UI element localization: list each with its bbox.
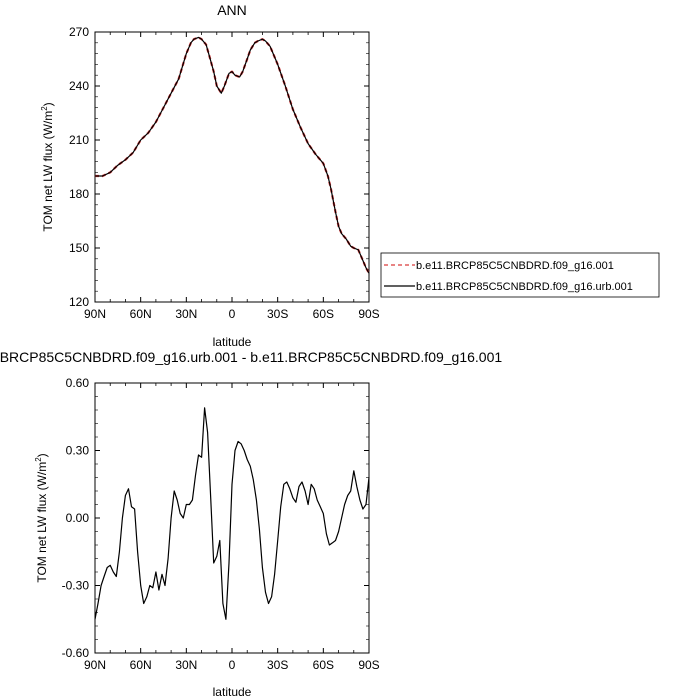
x-tick-label: 60N [130, 307, 152, 321]
x-tick-label: 0 [229, 658, 236, 672]
y-tick-label: 120 [69, 295, 89, 309]
x-tick-label: 90S [358, 658, 379, 672]
y-tick-label: -0.60 [62, 646, 90, 660]
x-tick-label: 60S [313, 307, 334, 321]
bottom-axis-ticks: 90N 60N 30N 0 30S 60S 90S -0.60 -0.30 0.00 0.30 0.6… [62, 376, 380, 672]
y-tick-label: 0.00 [66, 511, 90, 525]
x-tick-label: 60N [130, 658, 152, 672]
y-tick-label: -0.30 [62, 579, 90, 593]
bottom-series-group [94, 407, 370, 620]
bottom-y-axis-label: TOM net LW flux (W/m2) [34, 453, 49, 582]
chart-legend: b.e11.BRCP85C5CNBDRD.f09_g16.001 b.e11.B… [380, 252, 660, 298]
bottom-panel: b.e11.BRCP85C5CNBDRD.f09_g16.urb.001 - b… [0, 349, 502, 699]
y-tick-label: 150 [69, 241, 89, 255]
y-tick-label: 0.60 [66, 376, 90, 390]
x-tick-label: 90N [84, 307, 106, 321]
top-x-axis-label: latitude [213, 335, 252, 349]
top-series-group [95, 36, 370, 274]
series-line-2 [95, 36, 370, 274]
x-tick-label: 90N [84, 658, 106, 672]
legend-label-series-2: b.e11.BRCP85C5CNBDRD.f09_g16.urb.001 [416, 281, 633, 293]
series-line-1 [94, 407, 370, 620]
legend-label-series-1: b.e11.BRCP85C5CNBDRD.f09_g16.001 [416, 260, 614, 272]
top-y-axis-label: TOM net LW flux (W/m2) [40, 102, 55, 231]
x-tick-label: 90S [358, 307, 379, 321]
x-tick-label: 30N [175, 307, 197, 321]
x-tick-label: 30S [267, 307, 288, 321]
series-line-1 [95, 36, 370, 274]
legend-box [380, 252, 660, 298]
y-tick-label: 0.30 [66, 444, 90, 458]
y-tick-label: 180 [69, 187, 89, 201]
top-axis-ticks: 90N 60N 30N 0 30S 60S 90S 120 150 180 210 240 270 [69, 25, 380, 321]
bottom-plot-frame [94, 382, 370, 654]
y-tick-label: 270 [69, 25, 89, 39]
y-tick-label: 240 [69, 79, 89, 93]
x-tick-label: 60S [313, 658, 334, 672]
bottom-x-axis-label: latitude [213, 685, 252, 699]
x-tick-label: 30N [175, 658, 197, 672]
top-chart-title: ANN [217, 2, 247, 18]
top-panel: ANN 90N 60N 30N 0 30S 60S 90S 120 150 180 210 240 27… [40, 2, 380, 349]
x-tick-label: 30S [267, 658, 288, 672]
y-tick-label: 210 [69, 133, 89, 147]
bottom-chart-title: b.e11.BRCP85C5CNBDRD.f09_g16.urb.001 - b… [0, 349, 502, 365]
x-tick-label: 0 [229, 307, 236, 321]
